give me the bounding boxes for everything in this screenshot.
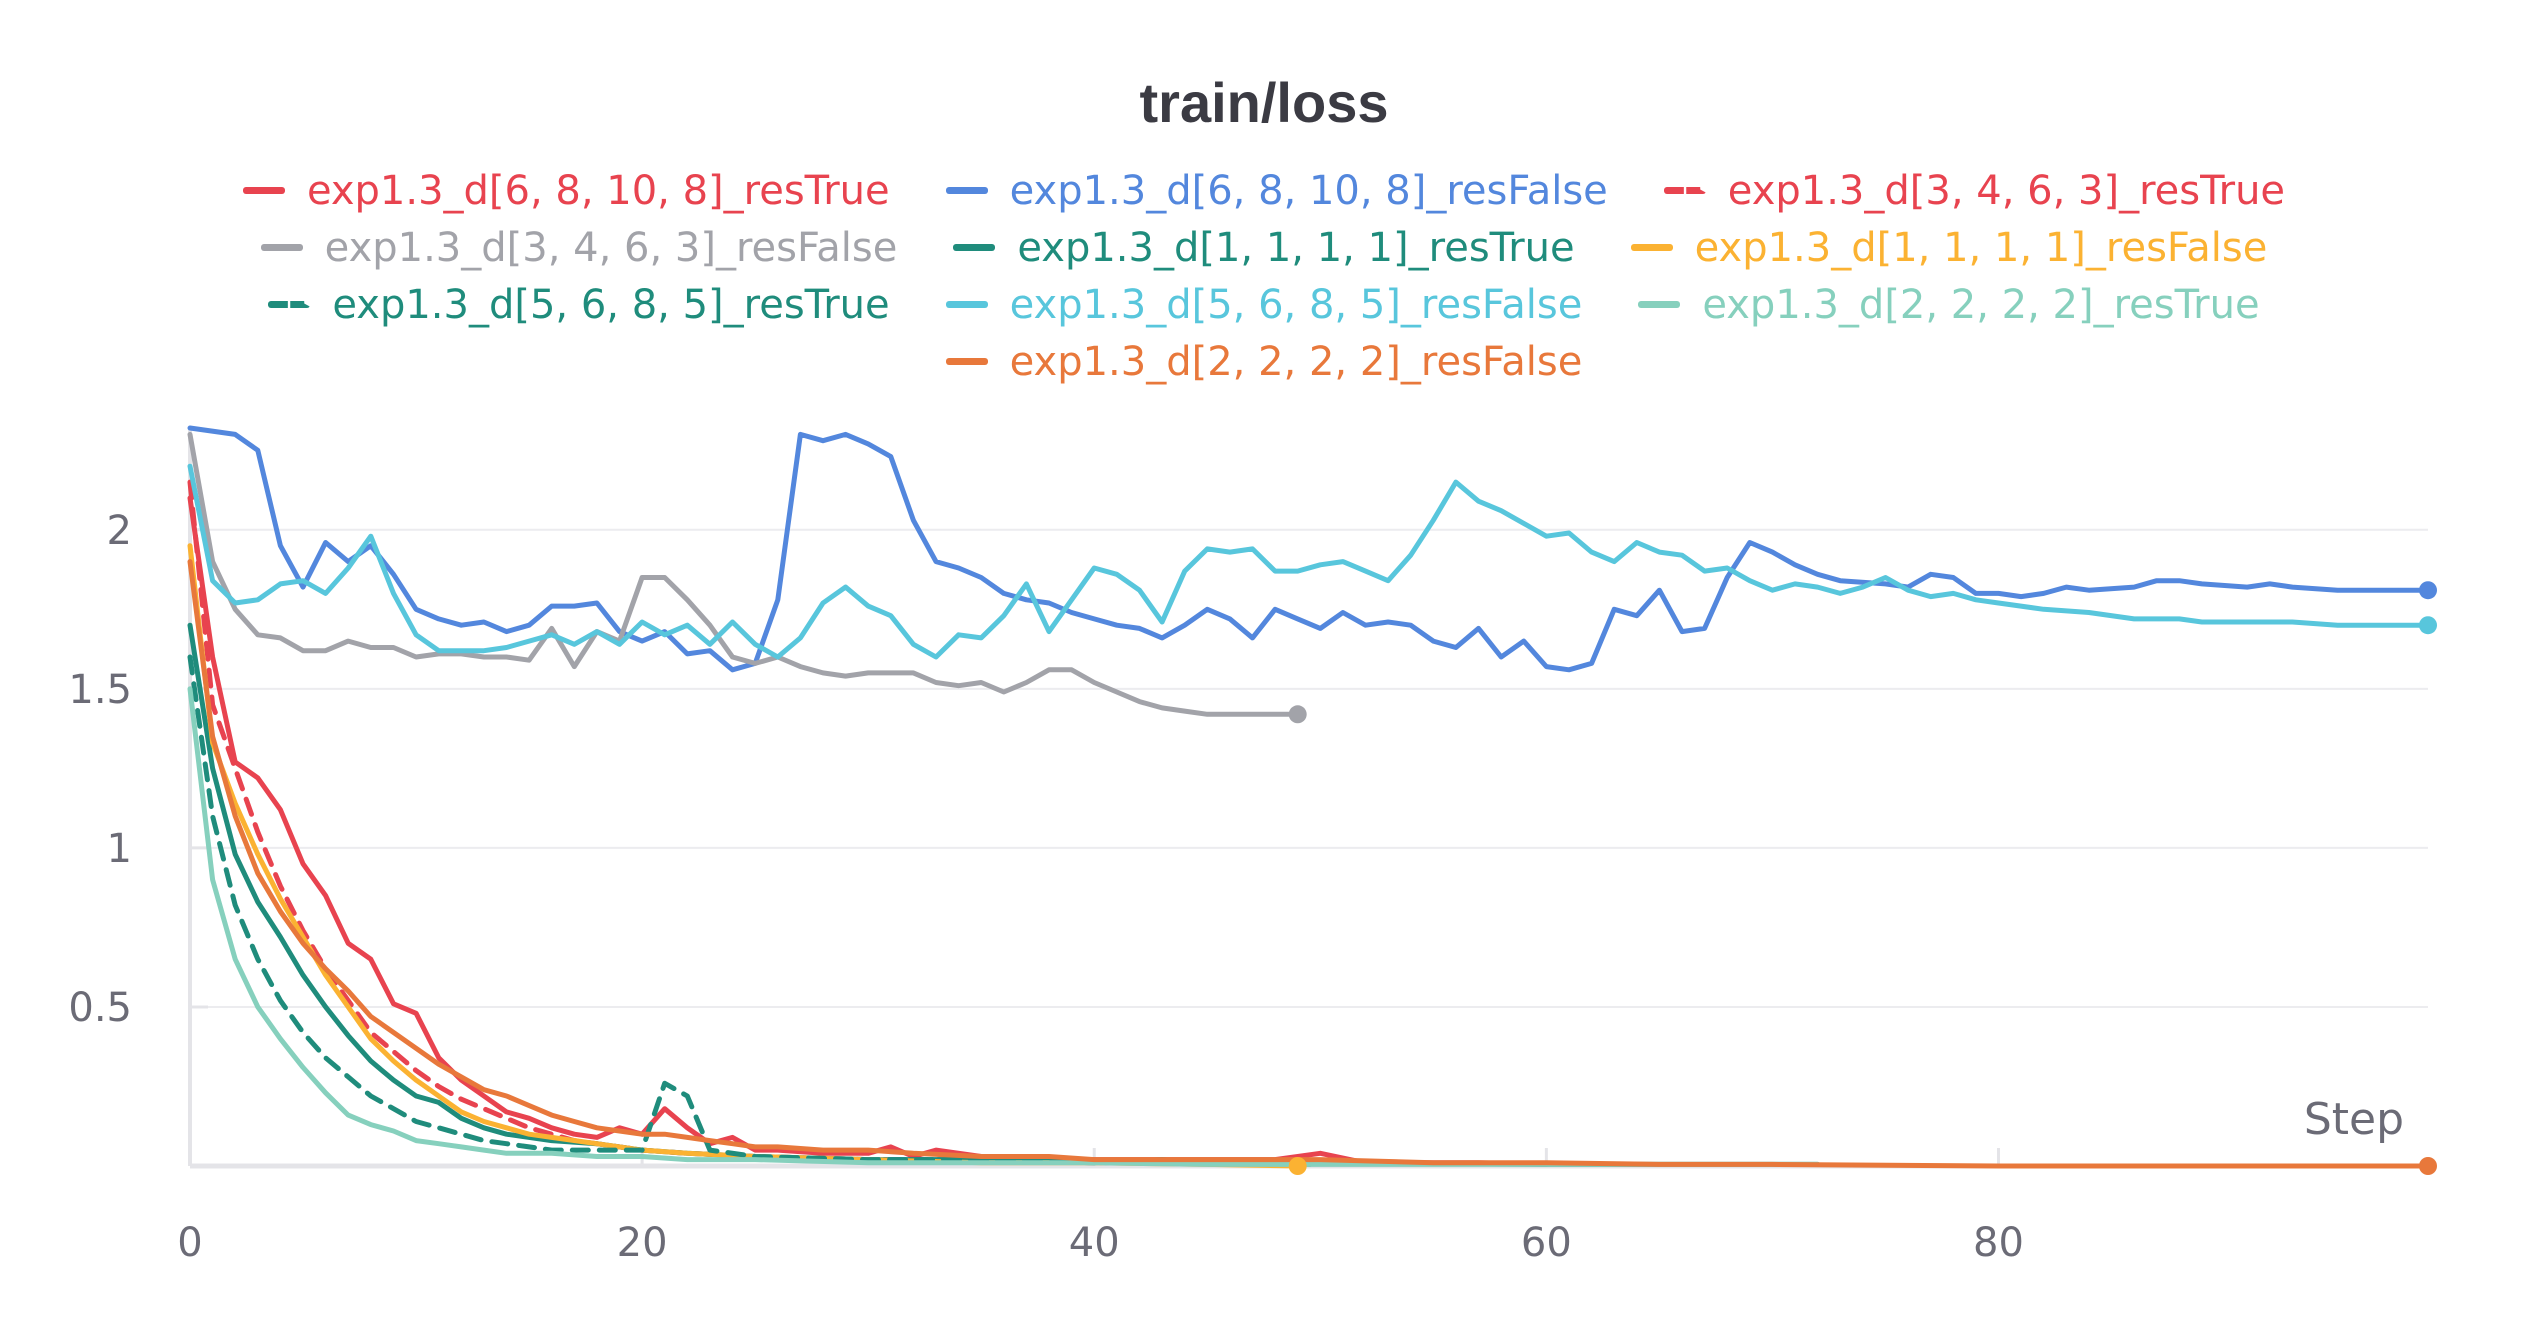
- legend-swatch: [945, 187, 988, 194]
- legend: exp1.3_d[6, 8, 10, 8]_resTrue exp1.3_d[6,…: [0, 162, 2528, 390]
- series-line-3: [187, 431, 1301, 717]
- legend-item[interactable]: exp1.3_d[2, 2, 2, 2]_resTrue: [1638, 281, 2260, 328]
- legend-item[interactable]: exp1.3_d[6, 8, 10, 8]_resFalse: [945, 167, 1608, 214]
- legend-item[interactable]: exp1.3_d[2, 2, 2, 2]_resFalse: [945, 338, 1583, 385]
- series-end-marker-3: [1288, 705, 1307, 724]
- legend-label: exp1.3_d[5, 6, 8, 5]_resTrue: [332, 281, 890, 328]
- legend-swatch: [945, 301, 988, 308]
- legend-row: exp1.3_d[3, 4, 6, 3]_resFalse exp1.3_d[1,…: [0, 219, 2528, 276]
- legend-swatch: [242, 187, 285, 194]
- y-tick-label: 0.5: [68, 985, 132, 1031]
- legend-swatch: [945, 358, 988, 365]
- legend-label: exp1.3_d[6, 8, 10, 8]_resTrue: [306, 167, 890, 214]
- y-tick-label: 1: [107, 826, 132, 872]
- legend-swatch: [1630, 244, 1673, 251]
- legend-row: exp1.3_d[6, 8, 10, 8]_resTrue exp1.3_d[6,…: [0, 162, 2528, 219]
- series-end-marker-5: [1288, 1157, 1307, 1175]
- legend-swatch: [1663, 187, 1706, 194]
- series-line-1: [187, 425, 2431, 673]
- legend-label: exp1.3_d[2, 2, 2, 2]_resFalse: [1009, 338, 1583, 385]
- legend-label: exp1.3_d[1, 1, 1, 1]_resTrue: [1017, 224, 1575, 271]
- legend-label: exp1.3_d[5, 6, 8, 5]_resFalse: [1009, 281, 1583, 328]
- legend-swatch: [260, 244, 303, 251]
- legend-item[interactable]: exp1.3_d[6, 8, 10, 8]_resTrue: [242, 167, 890, 214]
- x-tick-label: 20: [617, 1220, 668, 1266]
- legend-item[interactable]: exp1.3_d[5, 6, 8, 5]_resFalse: [945, 281, 1583, 328]
- series-line-4: [187, 622, 1821, 1167]
- legend-label: exp1.3_d[6, 8, 10, 8]_resFalse: [1009, 167, 1608, 214]
- legend-row: exp1.3_d[5, 6, 8, 5]_resTrue exp1.3_d[5, …: [0, 276, 2528, 333]
- x-tick-label: 80: [1973, 1220, 2024, 1266]
- x-tick-label: 60: [1521, 1220, 1572, 1266]
- series-end-marker-9: [2419, 1157, 2437, 1175]
- legend-item[interactable]: exp1.3_d[5, 6, 8, 5]_resTrue: [268, 281, 890, 328]
- legend-item[interactable]: exp1.3_d[1, 1, 1, 1]_resTrue: [953, 224, 1575, 271]
- series-line-8: [187, 686, 1821, 1167]
- series-end-marker-7: [2419, 616, 2437, 635]
- series-line-9: [187, 559, 2431, 1169]
- y-tick-label: 1.5: [68, 667, 132, 713]
- series-end-marker-1: [2419, 581, 2437, 600]
- series-line-6: [187, 654, 1323, 1167]
- legend-swatch: [1638, 301, 1681, 308]
- legend-item[interactable]: exp1.3_d[3, 4, 6, 3]_resFalse: [260, 224, 898, 271]
- legend-label: exp1.3_d[1, 1, 1, 1]_resFalse: [1694, 224, 2268, 271]
- chart-title: train/loss: [1139, 71, 1389, 134]
- legend-item[interactable]: exp1.3_d[3, 4, 6, 3]_resTrue: [1663, 167, 2286, 214]
- legend-swatch: [268, 301, 311, 308]
- x-axis-label: Step: [2304, 1094, 2404, 1145]
- x-tick-label: 40: [1069, 1220, 1120, 1266]
- series-line-5: [187, 543, 1301, 1169]
- legend-label: exp1.3_d[3, 4, 6, 3]_resFalse: [324, 224, 898, 271]
- x-tick-label: 0: [177, 1220, 202, 1266]
- y-tick-label: 2: [107, 508, 132, 554]
- legend-row: exp1.3_d[2, 2, 2, 2]_resFalse: [0, 333, 2528, 390]
- series-line-7: [187, 463, 2431, 660]
- legend-label: exp1.3_d[2, 2, 2, 2]_resTrue: [1702, 281, 2260, 328]
- legend-swatch: [953, 244, 996, 251]
- legend-label: exp1.3_d[3, 4, 6, 3]_resTrue: [1727, 167, 2286, 214]
- legend-item[interactable]: exp1.3_d[1, 1, 1, 1]_resFalse: [1630, 224, 2268, 271]
